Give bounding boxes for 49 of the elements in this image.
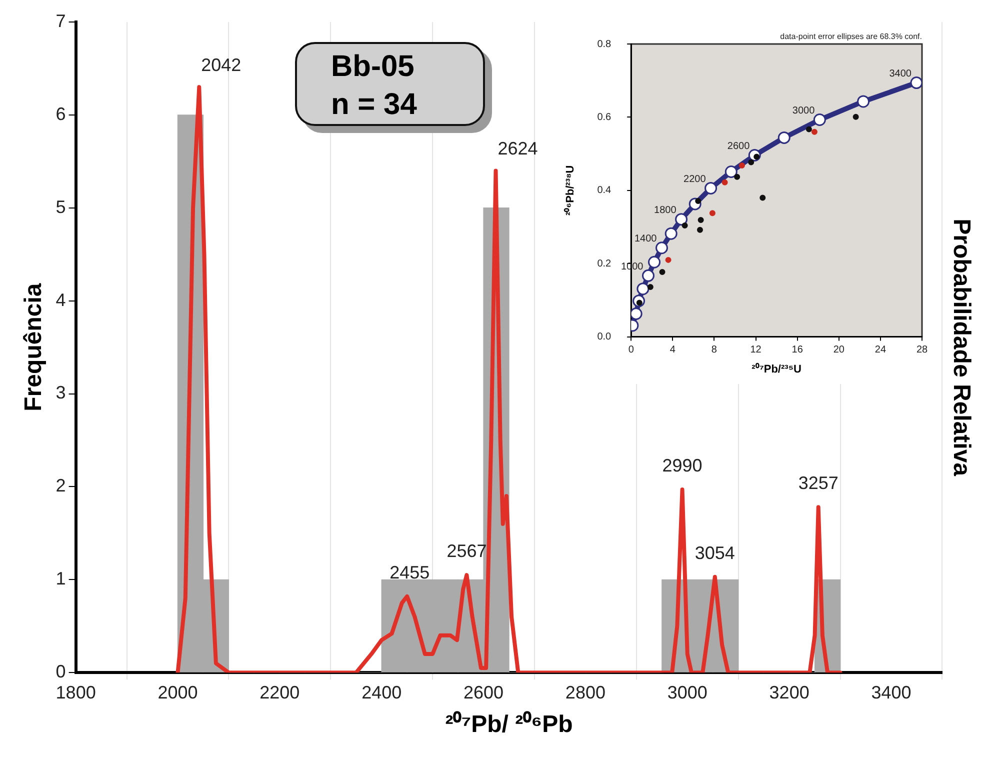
x-tick-label: 3200 — [769, 682, 810, 702]
y2-axis-title: Probabilidade Relativa — [948, 218, 975, 477]
y-tick-label: 0.2 — [597, 258, 612, 270]
x-tick-label: 16 — [792, 344, 804, 356]
x-tick-label: 2200 — [260, 682, 300, 702]
x-tick-label: 4 — [670, 344, 676, 356]
y-tick-label: 6 — [56, 104, 66, 124]
x-tick-label: 1800 — [56, 682, 96, 702]
y-tick-label: 5 — [56, 196, 66, 217]
x-tick-label: 20 — [833, 344, 845, 356]
x-tick-label: 24 — [874, 344, 886, 356]
x-tick-label: 28 — [916, 344, 928, 356]
y-axis-title: ²⁰⁶Pb/²³⁸U — [564, 165, 577, 216]
y-tick-label: 0.0 — [597, 332, 612, 343]
annotation: 2624 — [498, 138, 538, 159]
annotation: 1400 — [634, 234, 658, 245]
x-axis-title: ²⁰⁷Pb/ ²⁰⁶Pb — [445, 711, 573, 738]
x-tick-label: 2800 — [565, 682, 606, 702]
annotation: 2042 — [201, 55, 242, 76]
x-tick-label: 2400 — [362, 682, 402, 702]
y-tick-label: 1 — [56, 568, 66, 589]
y-tick-label: 3 — [56, 382, 66, 403]
x-tick-label: 2000 — [158, 682, 198, 702]
x-tick-label: 2600 — [464, 682, 504, 702]
y-tick-label: 0 — [56, 662, 66, 682]
annotation: 3257 — [798, 473, 838, 494]
y-tick-label: 7 — [56, 10, 66, 31]
annotation: 2455 — [390, 562, 430, 582]
x-tick-label: 12 — [750, 344, 762, 356]
x-tick-label: 3000 — [667, 682, 708, 702]
y-axis-title: Frequência — [20, 282, 48, 412]
annotation: 1800 — [654, 205, 677, 216]
annotation: 2200 — [684, 174, 706, 185]
annotation: 3054 — [694, 542, 735, 563]
annotation: 2600 — [727, 141, 750, 152]
y-tick-label: 4 — [56, 290, 66, 310]
annotation: 3000 — [792, 106, 816, 117]
annotation: 3400 — [889, 68, 912, 80]
y-tick-label: 0.8 — [597, 38, 612, 50]
x-tick-label: 8 — [711, 344, 718, 356]
annotation: 2990 — [662, 455, 702, 476]
y-tick-label: 0.6 — [597, 112, 612, 123]
annotation: data-point error ellipses are 68.3% conf. — [780, 32, 922, 42]
x-tick-label: 3400 — [871, 682, 912, 702]
x-tick-label: 0 — [628, 344, 634, 356]
y-tick-label: 0.4 — [597, 185, 612, 196]
x-axis-title: ²⁰⁷Pb/²³⁵U — [752, 362, 802, 376]
annotation: 2567 — [446, 540, 487, 561]
y-tick-label: 2 — [56, 476, 66, 496]
